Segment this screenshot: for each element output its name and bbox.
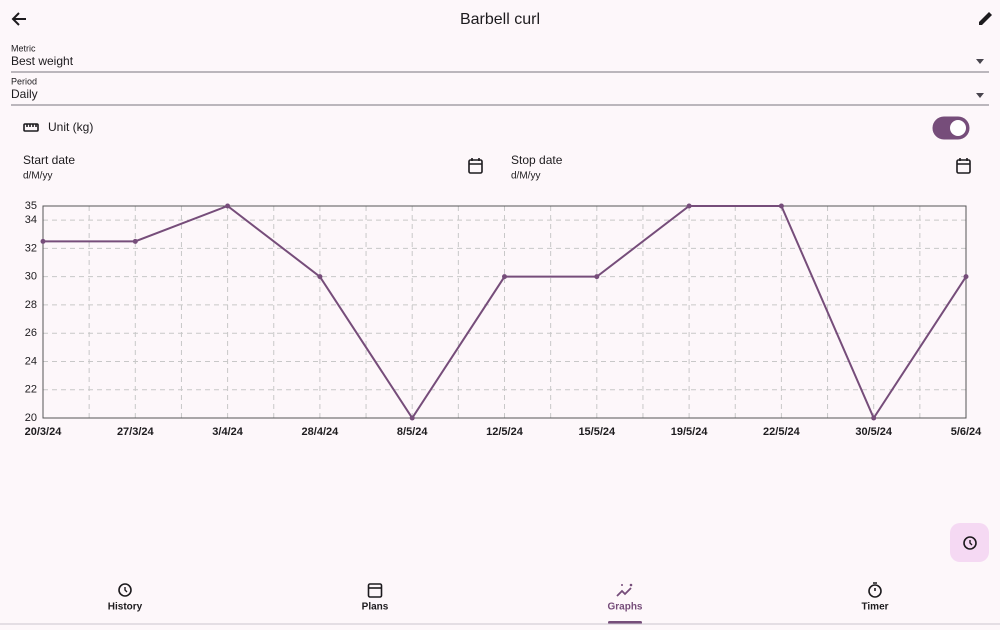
y-tick-label: 22 <box>25 384 37 396</box>
nav-icon <box>616 583 633 597</box>
icon-part <box>621 584 623 586</box>
icon-part <box>124 587 128 593</box>
switch-thumb <box>950 120 966 136</box>
bottom-nav: History Plans Graphs Timer <box>108 582 889 624</box>
field-label: Metric <box>11 43 36 53</box>
nav-item[interactable]: Graphs <box>607 583 643 624</box>
point <box>225 203 231 209</box>
point <box>317 274 323 280</box>
nav-label: Plans <box>362 602 389 613</box>
x-tick-label: 22/5/24 <box>763 426 801 438</box>
x-tick-label: 12/5/24 <box>486 426 524 438</box>
point <box>871 415 877 421</box>
point <box>963 274 969 280</box>
y-tick-label: 34 <box>25 214 37 226</box>
x-tick-label: 3/4/24 <box>212 426 243 438</box>
point <box>594 274 600 280</box>
metric-field[interactable]: Metric Best weight <box>11 43 989 73</box>
x-tick-label: 20/3/24 <box>25 426 63 438</box>
icon-part <box>629 583 633 587</box>
nav-icon <box>367 583 383 598</box>
x-tick-label: 5/6/24 <box>951 426 982 438</box>
dropdown-arrow <box>976 93 984 98</box>
nav-indicator <box>608 621 642 624</box>
icon-part <box>367 583 383 598</box>
nav-item[interactable]: History <box>108 583 143 613</box>
page-title: Barbell curl <box>460 11 540 28</box>
start-date-field[interactable]: Start date d/M/yy <box>23 153 483 182</box>
nav-icon <box>118 583 132 597</box>
date-placeholder: d/M/yy <box>511 171 540 182</box>
ruler-icon <box>23 123 39 132</box>
point <box>409 415 415 421</box>
field-value: Best weight <box>11 54 74 68</box>
y-tick-label: 20 <box>25 412 37 424</box>
y-tick-label: 32 <box>25 242 37 254</box>
date-placeholder: d/M/yy <box>23 171 52 182</box>
calendar-icon <box>468 158 483 174</box>
icon-part <box>873 582 877 591</box>
x-tick-label: 28/4/24 <box>302 426 340 438</box>
point <box>778 203 784 209</box>
history-fab[interactable] <box>950 523 989 562</box>
field-value: Daily <box>11 87 38 101</box>
nav-label: Graphs <box>607 602 642 613</box>
x-tick-label: 8/5/24 <box>397 426 428 438</box>
x-tick-label: 30/5/24 <box>855 426 893 438</box>
y-tick-label: 35 <box>25 200 37 212</box>
y-tick-label: 28 <box>25 299 37 311</box>
edit-button[interactable] <box>979 12 992 25</box>
icon-part <box>868 584 882 598</box>
date-label: Stop date <box>511 153 563 167</box>
field-label: Period <box>11 76 37 86</box>
y-tick-label: 30 <box>25 271 37 283</box>
back-button[interactable] <box>11 12 26 26</box>
point <box>686 203 692 209</box>
period-field[interactable]: Period Daily <box>11 76 989 106</box>
point <box>40 238 46 244</box>
x-tick-label: 15/5/24 <box>578 426 616 438</box>
icon-part <box>118 583 132 597</box>
x-tick-label: 19/5/24 <box>671 426 709 438</box>
nav-label: History <box>108 602 143 613</box>
unit-label: Unit (kg) <box>48 120 93 134</box>
nav-icon <box>868 582 882 598</box>
x-tick-label: 27/3/24 <box>117 426 155 438</box>
calendar-icon <box>956 158 971 174</box>
y-tick-label: 24 <box>25 355 37 367</box>
nav-item[interactable]: Plans <box>362 583 389 613</box>
point <box>502 274 507 280</box>
chart: 20 22 24 26 28 30 32 34 35 20/3/24 27/3/24 3/4/24 28… <box>25 200 983 438</box>
y-tick-label: 26 <box>25 327 37 339</box>
stop-date-field[interactable]: Stop date d/M/yy <box>511 153 971 182</box>
icon-part <box>616 587 632 597</box>
date-label: Start date <box>23 153 75 167</box>
nav-item[interactable]: Timer <box>861 582 889 613</box>
nav-label: Timer <box>861 602 888 613</box>
unit-switch[interactable] <box>932 116 970 140</box>
point <box>132 238 138 244</box>
dropdown-arrow <box>976 59 984 64</box>
plot-frame <box>42 205 967 419</box>
